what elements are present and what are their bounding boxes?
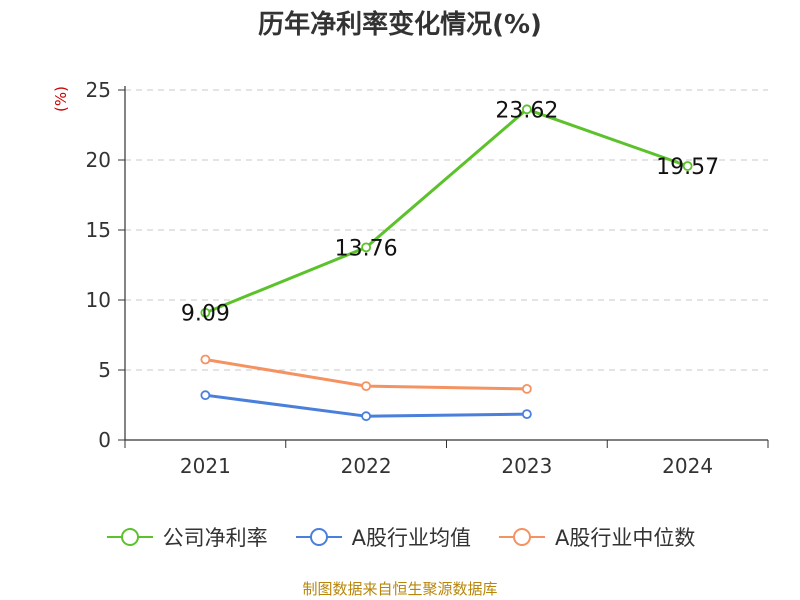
x-tick-label: 2022 bbox=[341, 454, 392, 478]
data-point bbox=[200, 307, 211, 318]
data-point bbox=[361, 242, 372, 253]
legend-item: A股行业均值 bbox=[294, 522, 471, 552]
data-point bbox=[200, 390, 211, 401]
series-line bbox=[204, 107, 689, 315]
legend-swatch-icon bbox=[499, 528, 545, 546]
legend-swatch-icon bbox=[295, 528, 342, 546]
data-point bbox=[521, 104, 532, 115]
data-label: 19.57 bbox=[656, 155, 719, 180]
legend-swatch-icon bbox=[106, 528, 153, 546]
legend-item: A股行业中位数 bbox=[497, 522, 695, 552]
y-tick-label: 20 bbox=[86, 148, 111, 172]
data-point bbox=[682, 161, 693, 171]
legend-label: A股行业中位数 bbox=[555, 526, 696, 550]
data-point bbox=[361, 381, 372, 392]
data-label: 23.62 bbox=[495, 98, 558, 123]
y-tick-label: 0 bbox=[98, 428, 111, 452]
legend-label: 公司净利率 bbox=[162, 526, 268, 550]
legend-item: 公司净利率 bbox=[105, 522, 268, 552]
x-tick-label: 2021 bbox=[180, 454, 231, 478]
y-tick-label: 5 bbox=[98, 358, 111, 382]
data-point bbox=[521, 383, 532, 394]
line-chart: 0 5 10 15 20 25 2021 2022 2023 2024 9.09 13.76 23.62… bbox=[86, 78, 769, 478]
legend-swatch-marker bbox=[309, 528, 328, 546]
y-tick-label: 25 bbox=[86, 78, 111, 102]
source-note: 制图数据来自恒生聚源数据库 bbox=[302, 580, 498, 598]
data-label: 9.09 bbox=[181, 302, 230, 327]
y-tick-label: 15 bbox=[86, 218, 111, 242]
chart-title: 历年净利率变化情况(%) bbox=[258, 10, 542, 40]
data-point bbox=[200, 354, 211, 365]
chart-legend: 公司净利率 A股行业均值 A股行业中位数 bbox=[0, 520, 800, 554]
y-tick-label: 10 bbox=[86, 288, 111, 312]
legend-label: A股行业均值 bbox=[351, 526, 471, 550]
data-point bbox=[521, 409, 532, 420]
data-point bbox=[361, 411, 372, 422]
legend-swatch-marker bbox=[513, 528, 531, 546]
x-tick-label: 2023 bbox=[501, 454, 552, 478]
legend-swatch-marker bbox=[120, 528, 139, 546]
data-label: 13.76 bbox=[335, 236, 398, 261]
x-tick-label: 2024 bbox=[662, 454, 713, 478]
